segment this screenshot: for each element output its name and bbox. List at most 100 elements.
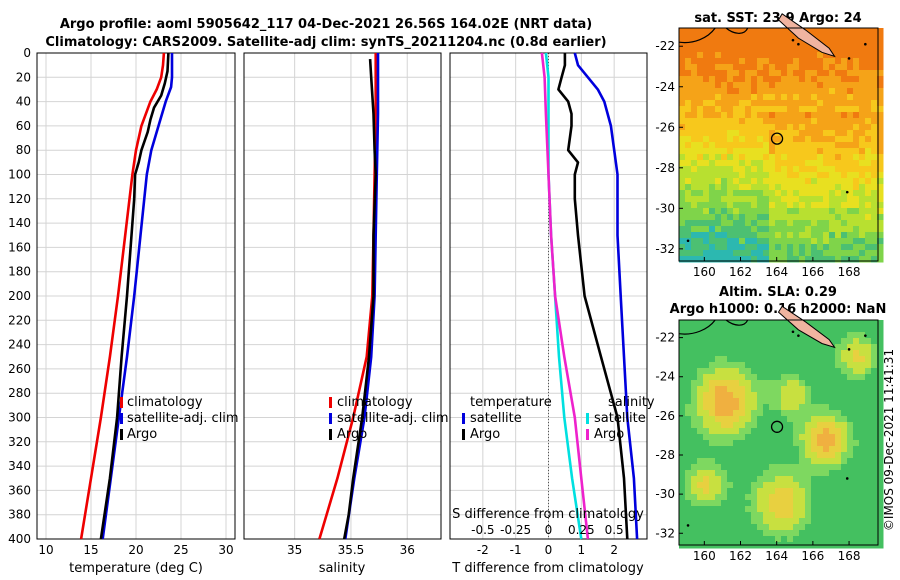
- map-cell: [793, 148, 800, 155]
- map-cell: [805, 130, 812, 137]
- map-cell: [823, 202, 830, 209]
- map-cell: [691, 64, 698, 71]
- map-cell: [751, 34, 758, 41]
- map-cell: [871, 530, 878, 537]
- map-cell: [835, 380, 842, 387]
- map-cell: [769, 250, 776, 257]
- map-cell: [865, 208, 872, 215]
- legend-swatch-satellite: [329, 413, 332, 424]
- map-cell: [865, 88, 872, 95]
- map-cell: [829, 428, 836, 435]
- map-cell: [799, 434, 806, 441]
- map-cell: [739, 476, 746, 483]
- map-cell: [721, 446, 728, 453]
- map-cell: [805, 82, 812, 89]
- map-cell: [739, 512, 746, 519]
- map-cell: [697, 94, 704, 101]
- map-cell: [865, 524, 872, 531]
- island-dot: [845, 190, 849, 194]
- map-cell: [781, 112, 788, 119]
- map-cell: [817, 494, 824, 501]
- map-cell: [751, 112, 758, 119]
- map-cell: [721, 232, 728, 239]
- map-cell: [793, 512, 800, 519]
- map-frame: [678, 319, 879, 546]
- map-cell: [859, 148, 866, 155]
- map-cell: [847, 446, 854, 453]
- map-cell: [745, 178, 752, 185]
- map-cell: [787, 362, 794, 369]
- map-cell: [775, 124, 782, 131]
- map-cell: [871, 428, 878, 435]
- map-cell: [841, 482, 848, 489]
- map-cell: [703, 422, 710, 429]
- map-cell: [781, 524, 788, 531]
- map-cell: [847, 440, 854, 447]
- map-cell: [679, 184, 686, 191]
- map-cell: [781, 326, 788, 333]
- map-cell: [811, 404, 818, 411]
- map-cell: [679, 148, 686, 155]
- map-cell: [781, 512, 788, 519]
- map-cell: [781, 320, 788, 327]
- map-cell: [829, 392, 836, 399]
- map-cell: [745, 326, 752, 333]
- map-cell: [733, 130, 740, 137]
- salinity-legend: climatology satellite-adj. clim Argo: [329, 395, 449, 442]
- map-cell: [853, 28, 860, 35]
- map-cell: [697, 160, 704, 167]
- lat-tick-label: -24: [655, 80, 675, 94]
- map-cell: [853, 434, 860, 441]
- map-cell: [697, 500, 704, 507]
- map-cell: [679, 422, 686, 429]
- map-cell: [829, 470, 836, 477]
- map-cell: [853, 386, 860, 393]
- map-cell: [751, 410, 758, 417]
- map-cell: [841, 70, 848, 77]
- map-cell: [697, 326, 704, 333]
- map-cell: [745, 184, 752, 191]
- map-cell: [733, 256, 740, 263]
- map-cell: [829, 106, 836, 113]
- map-cell: [685, 374, 692, 381]
- map-cell: [757, 326, 764, 333]
- map-cell: [757, 320, 764, 327]
- map-cell: [775, 434, 782, 441]
- map-cell: [805, 250, 812, 257]
- map-cell: [703, 350, 710, 357]
- map-cell: [805, 530, 812, 537]
- map-cell: [715, 380, 722, 387]
- map-cell: [715, 58, 722, 65]
- map-cell: [691, 196, 698, 203]
- map-cell: [709, 458, 716, 465]
- map-cell: [697, 452, 704, 459]
- map-cell: [805, 106, 812, 113]
- map-cell: [739, 250, 746, 257]
- map-cell: [763, 202, 770, 209]
- map-cell: [715, 326, 722, 333]
- map-cell: [685, 196, 692, 203]
- map-cell: [697, 458, 704, 465]
- map-cell: [871, 70, 878, 77]
- map-cell: [715, 40, 722, 47]
- map-cell: [709, 410, 716, 417]
- map-cell: [793, 118, 800, 125]
- map-cell: [805, 416, 812, 423]
- map-cell: [853, 112, 860, 119]
- map-cell: [685, 82, 692, 89]
- map-cell: [817, 464, 824, 471]
- sst-map-title: sat. SST: 23.9 Argo: 24: [694, 11, 861, 26]
- map-cell: [775, 392, 782, 399]
- map-cell: [769, 118, 776, 125]
- map-cell: [697, 232, 704, 239]
- map-cell: [829, 434, 836, 441]
- map-cell: [757, 344, 764, 351]
- map-cell: [781, 494, 788, 501]
- map-cell: [853, 178, 860, 185]
- map-cell: [757, 118, 764, 125]
- map-cell: [805, 398, 812, 405]
- map-cell: [781, 398, 788, 405]
- series-line: [101, 53, 174, 540]
- map-cell: [703, 410, 710, 417]
- map-cell: [817, 368, 824, 375]
